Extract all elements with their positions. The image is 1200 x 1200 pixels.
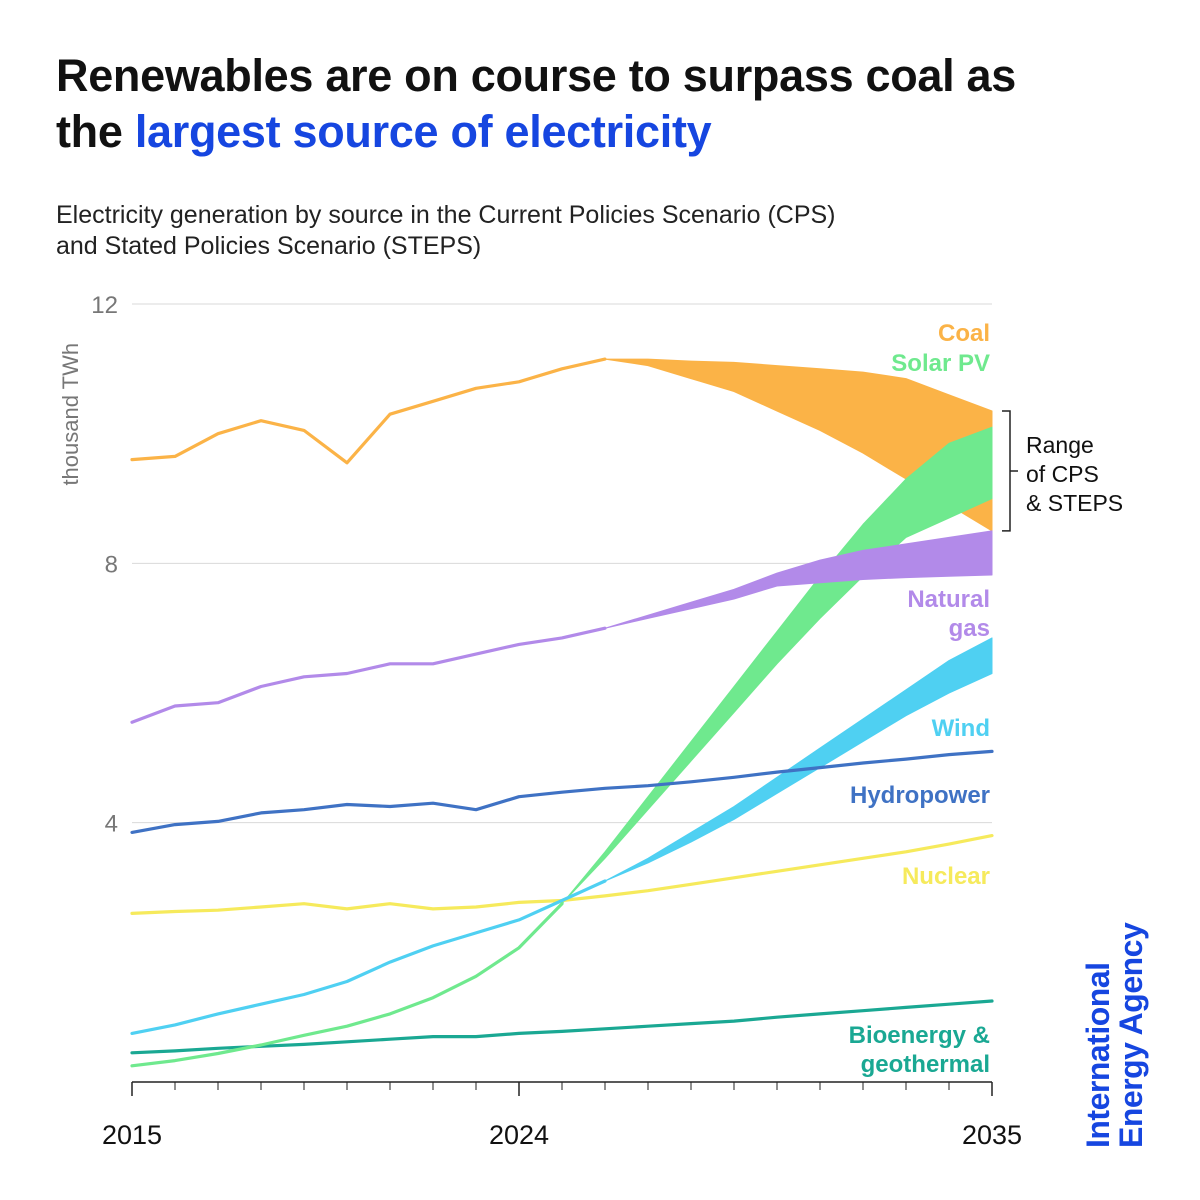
gas-line: [130, 626, 607, 724]
gas-range-band: [604, 530, 993, 629]
y-axis: thousand TWh 4 8 12: [58, 292, 118, 838]
coal-line: [130, 357, 607, 465]
bio-label-line-1: Bioenergy &: [849, 1022, 990, 1049]
coal-label-line-1: Coal: [938, 320, 990, 347]
y-tick-label-4: 4: [105, 811, 118, 838]
x-tick-label-2024: 2024: [489, 1120, 549, 1150]
gas-label-line-2: gas: [949, 615, 990, 642]
iea-logo: International Energy Agency: [1080, 908, 1149, 1148]
chart-subtitle: Electricity generation by source in the …: [56, 200, 1056, 262]
iea-logo-line-1: International: [1080, 962, 1116, 1148]
range-label: Range of CPS & STEPS: [1026, 432, 1123, 516]
subtitle-line-2: and Stated Policies Scenario (STEPS): [56, 232, 482, 260]
hydro-label-line-1: Hydropower: [850, 782, 990, 809]
y-axis-label: thousand TWh: [58, 343, 83, 486]
bio-label-line-2: geothermal: [861, 1051, 990, 1078]
y-tick-label-8: 8: [105, 551, 118, 578]
title-line-2-highlight: largest source of electricity: [134, 106, 712, 157]
range-label-line-3: & STEPS: [1026, 490, 1123, 516]
hydro-line: [130, 749, 994, 835]
x-axis: 2015 2024 2035: [102, 1081, 1022, 1150]
title-line-2-plain: the: [56, 106, 135, 157]
y-tick-label-12: 12: [91, 292, 118, 319]
gas-label-line-1: Natural: [907, 586, 990, 613]
series-lines: [130, 357, 994, 1068]
scenario-range-bands: [561, 358, 993, 905]
wind-range-band: [604, 637, 993, 882]
range-label-line-2: of CPS: [1026, 461, 1099, 487]
chart-title: Renewables are on course to surpass coal…: [56, 48, 1156, 160]
x-tick-label-2015: 2015: [102, 1120, 162, 1150]
subtitle-line-1: Electricity generation by source in the …: [56, 201, 836, 229]
wind-label-line-1: Wind: [932, 715, 990, 742]
range-bracket-path: [1002, 410, 1018, 532]
bio-line: [130, 999, 994, 1055]
title-line-1: Renewables are on course to surpass coal…: [56, 50, 1017, 101]
solar-line: [130, 902, 564, 1068]
range-label-line-1: Range: [1026, 432, 1094, 458]
nuclear-label-line-1: Nuclear: [902, 863, 990, 890]
x-tick-label-2035: 2035: [962, 1120, 1022, 1150]
solar-label-line-1: Solar PV: [891, 350, 990, 377]
solar-range-band: [561, 426, 993, 905]
range-bracket: Range of CPS & STEPS: [1002, 410, 1123, 532]
iea-logo-line-2: Energy Agency: [1113, 922, 1149, 1148]
wind-line: [130, 879, 607, 1036]
